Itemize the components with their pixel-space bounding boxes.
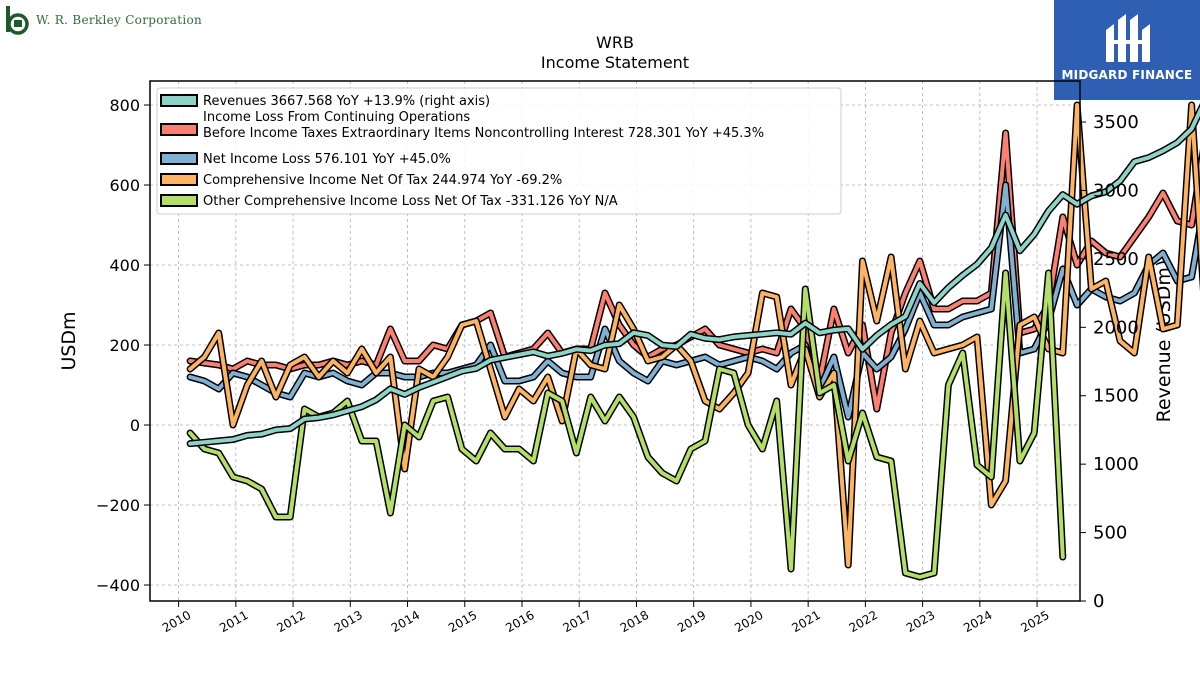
x-tick-label: 2020 [732, 608, 765, 635]
x-tick-label: 2011 [217, 608, 250, 635]
y-tick-label: 0 [130, 416, 140, 435]
legend-label: Revenues 3667.568 YoY +13.9% (right axis… [203, 94, 490, 109]
company-name: W. R. Berkley Corporation [36, 13, 203, 27]
company-logo: W. R. Berkley Corporation [4, 4, 202, 36]
series-line [188, 106, 1200, 446]
y-axis-label: USDm [58, 311, 80, 370]
series-line [188, 103, 1200, 567]
x-tick-label: 2013 [332, 608, 365, 635]
x-tick-label: 2010 [160, 608, 193, 635]
plot-frame [149, 80, 1081, 602]
y-right-tick-label: 3000 [1093, 180, 1139, 201]
x-tick-label: 2017 [561, 608, 594, 635]
legend-label: Net Income Loss 576.101 YoY +45.0% [203, 152, 451, 167]
y-right-tick-label: 2000 [1093, 317, 1139, 338]
legend-label: Before Income Taxes Extraordinary Items … [203, 126, 764, 141]
brand-logo: MIDGARD FINANCE [1054, 0, 1200, 100]
y-tick-label: −400 [96, 576, 140, 595]
y-tick-label: −200 [96, 496, 140, 515]
x-tick-label: 2016 [503, 608, 536, 635]
legend-swatch [160, 94, 198, 107]
x-tick-label: 2025 [1018, 608, 1051, 635]
x-tick-label: 2021 [789, 608, 822, 635]
legend-label: Comprehensive Income Net Of Tax 244.974 … [203, 173, 562, 188]
legend-swatch [160, 194, 198, 207]
legend-swatch [160, 152, 198, 165]
berkley-logo-icon [6, 6, 29, 35]
y-right-tick-label: 3500 [1093, 112, 1139, 133]
legend-swatch [160, 173, 198, 186]
y-right-tick-label: 500 [1093, 523, 1127, 544]
y-right-tick-label: 2500 [1093, 249, 1139, 270]
y-tick-label: 400 [109, 256, 140, 275]
brand-name: MIDGARD FINANCE [1061, 68, 1193, 82]
x-tick-label: 2022 [847, 608, 880, 635]
y-right-tick-label: 0 [1093, 591, 1104, 612]
x-tick-label: 2018 [618, 608, 651, 635]
legend-label: Income Loss From Continuing Operations [203, 110, 470, 125]
x-tick-label: 2019 [675, 608, 708, 635]
y-tick-label: 200 [109, 336, 140, 355]
x-tick-label: 2023 [904, 608, 937, 635]
brand-emblem-icon [1106, 14, 1150, 62]
series-line [188, 183, 1200, 419]
y-right-tick-label: 1000 [1093, 454, 1139, 475]
chart-subtitle: Income Statement [541, 53, 689, 72]
x-tick-label: 2024 [961, 608, 994, 635]
x-tick-label: 2014 [389, 608, 422, 635]
y-tick-label: 800 [109, 96, 140, 115]
x-tick-label: 2012 [274, 608, 307, 635]
legend-box [156, 87, 842, 215]
x-tick-label: 2015 [446, 608, 479, 635]
y-tick-label: 600 [109, 176, 140, 195]
chart-title: WRB [596, 33, 634, 52]
y-right-tick-label: 1500 [1093, 386, 1139, 407]
legend-label: Other Comprehensive Income Loss Net Of T… [203, 194, 618, 209]
legend-swatch [160, 123, 198, 136]
